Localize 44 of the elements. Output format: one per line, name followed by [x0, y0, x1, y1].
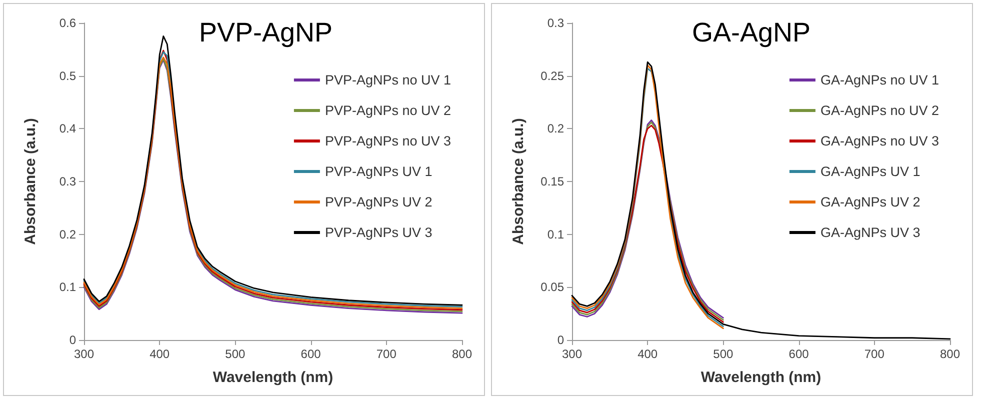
x-tick-label: 500: [713, 347, 734, 361]
legend-label: PVP-AgNPs no UV 2: [324, 103, 452, 118]
y-tick-label: 0.3: [547, 16, 564, 30]
x-tick-label: 400: [150, 347, 170, 361]
y-tick-label: 0.15: [540, 174, 564, 188]
x-tick-label: 800: [940, 347, 960, 361]
y-tick-label: 0.5: [59, 68, 76, 83]
x-axis-title: Wavelength (nm): [700, 369, 822, 386]
y-axis-title: Absorbance (a.u.): [510, 118, 527, 245]
x-tick-label: 700: [376, 347, 397, 361]
x-tick-label: 300: [74, 347, 94, 361]
y-tick-label: 0.1: [547, 227, 564, 242]
legend-label: PVP-AgNPs UV 2: [324, 194, 432, 210]
x-axis-title: Wavelength (nm): [212, 369, 334, 386]
legend-label: PVP-AgNPs no UV 1: [324, 72, 452, 88]
y-tick-label: 0.4: [59, 122, 76, 136]
chart-title: PVP-AgNP: [199, 18, 333, 48]
legend-label: PVP-AgNPs UV 1: [324, 164, 432, 179]
y-tick-label: 0.2: [59, 227, 76, 242]
y-tick-label: 0.05: [540, 280, 564, 294]
legend-label: PVP-AgNPs UV 3: [324, 225, 432, 240]
y-axis-title: Absorbance (a.u.): [22, 118, 39, 245]
legend-label: GA-AgNPs no UV 2: [820, 103, 939, 118]
y-tick-label: 0.3: [59, 174, 76, 188]
x-tick-label: 600: [788, 347, 810, 361]
y-tick-label: 0.1: [59, 280, 76, 294]
x-tick-label: 300: [562, 347, 582, 361]
x-tick-label: 800: [452, 347, 472, 361]
y-tick-label: 0.2: [547, 122, 564, 136]
y-tick-label: 0.6: [59, 16, 76, 30]
y-tick-label: 0: [557, 333, 564, 347]
legend-label: GA-AgNPs UV 2: [820, 194, 920, 210]
x-tick-label: 400: [638, 347, 658, 361]
y-tick-label: 0.25: [540, 68, 564, 83]
y-tick-label: 0: [69, 333, 76, 347]
legend-label: PVP-AgNPs no UV 3: [324, 134, 452, 148]
legend-label: GA-AgNPs UV 3: [820, 225, 920, 240]
legend-label: GA-AgNPs UV 1: [820, 164, 920, 179]
chart-title: GA-AgNP: [692, 18, 811, 48]
legend-label: GA-AgNPs no UV 1: [820, 72, 939, 88]
x-tick-label: 500: [225, 347, 246, 361]
x-tick-label: 600: [300, 347, 322, 361]
x-tick-label: 700: [864, 347, 885, 361]
legend-label: GA-AgNPs no UV 3: [820, 134, 939, 148]
